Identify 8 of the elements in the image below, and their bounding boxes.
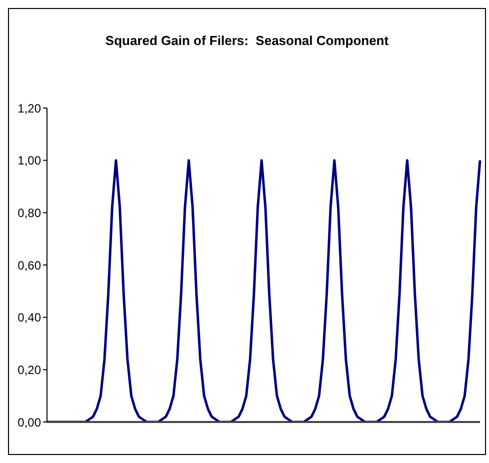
y-tick-label: 0,20 [18, 362, 42, 377]
chart-title: Squared Gain of Filers: Seasonal Component [104, 33, 390, 48]
y-tick-label: 1,00 [18, 154, 42, 168]
y-tick-label: 0,60 [18, 258, 42, 272]
y-tick-label: 0,80 [18, 206, 42, 220]
y-tick-label: 0,00 [18, 415, 42, 430]
y-tick-label: 0,40 [18, 310, 42, 325]
y-tick-label: 1,20 [18, 101, 42, 116]
